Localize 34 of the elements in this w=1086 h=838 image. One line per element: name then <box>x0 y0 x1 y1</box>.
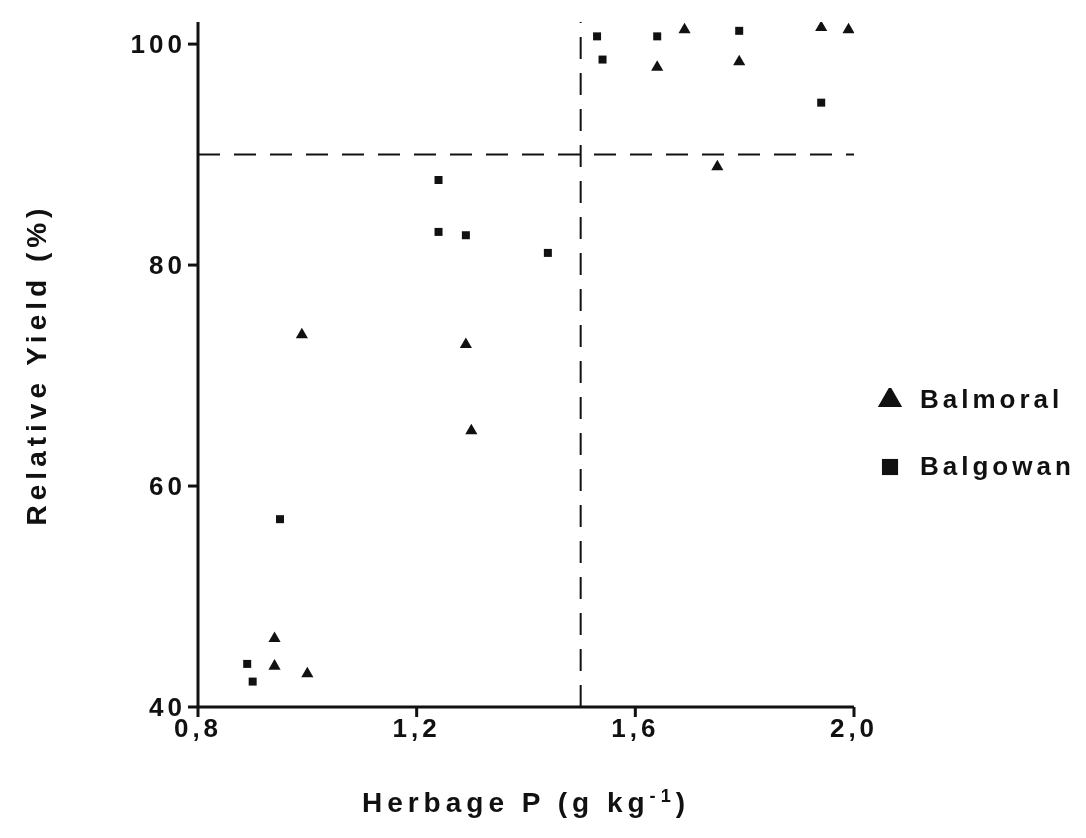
y-tick-label: 100 <box>130 29 186 60</box>
x-axis-title: Herbage P (g kg$^{-1}$) <box>361 786 691 818</box>
point <box>459 337 472 349</box>
x-tick-label: 2,0 <box>829 713 879 744</box>
point <box>434 227 443 236</box>
point <box>434 175 443 184</box>
point <box>248 677 257 686</box>
point <box>243 659 252 668</box>
legend-label: Balmoral <box>920 384 1064 415</box>
y-tick-label: 60 <box>149 471 186 502</box>
point <box>465 423 478 435</box>
point <box>461 231 470 240</box>
point <box>815 22 828 32</box>
point <box>817 98 826 107</box>
point <box>735 26 744 35</box>
x-tick-label: 1,6 <box>611 713 660 744</box>
y-tick-label: 80 <box>149 250 186 281</box>
point <box>678 22 691 34</box>
point <box>295 327 308 339</box>
point <box>543 248 552 257</box>
point <box>593 32 602 41</box>
x-tick-label: 1,2 <box>392 713 441 744</box>
point <box>598 55 607 64</box>
point <box>733 54 746 66</box>
legend-label: Balgowan <box>920 451 1075 482</box>
point <box>653 32 662 41</box>
point <box>268 659 281 670</box>
point <box>842 22 854 34</box>
y-axis-title: Relative Yield (%) <box>21 203 52 526</box>
point <box>651 60 664 71</box>
point <box>268 631 281 643</box>
point <box>711 159 724 171</box>
point <box>301 666 314 678</box>
point <box>276 515 284 524</box>
